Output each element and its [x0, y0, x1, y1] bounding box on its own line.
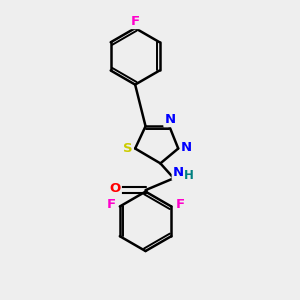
Text: N: N	[164, 113, 175, 126]
Text: F: F	[130, 15, 140, 28]
Text: H: H	[184, 169, 194, 182]
Text: S: S	[123, 142, 133, 155]
Text: N: N	[181, 140, 192, 154]
Text: N: N	[173, 167, 184, 179]
Text: F: F	[106, 198, 116, 211]
Text: O: O	[110, 182, 121, 195]
Text: F: F	[176, 198, 185, 211]
